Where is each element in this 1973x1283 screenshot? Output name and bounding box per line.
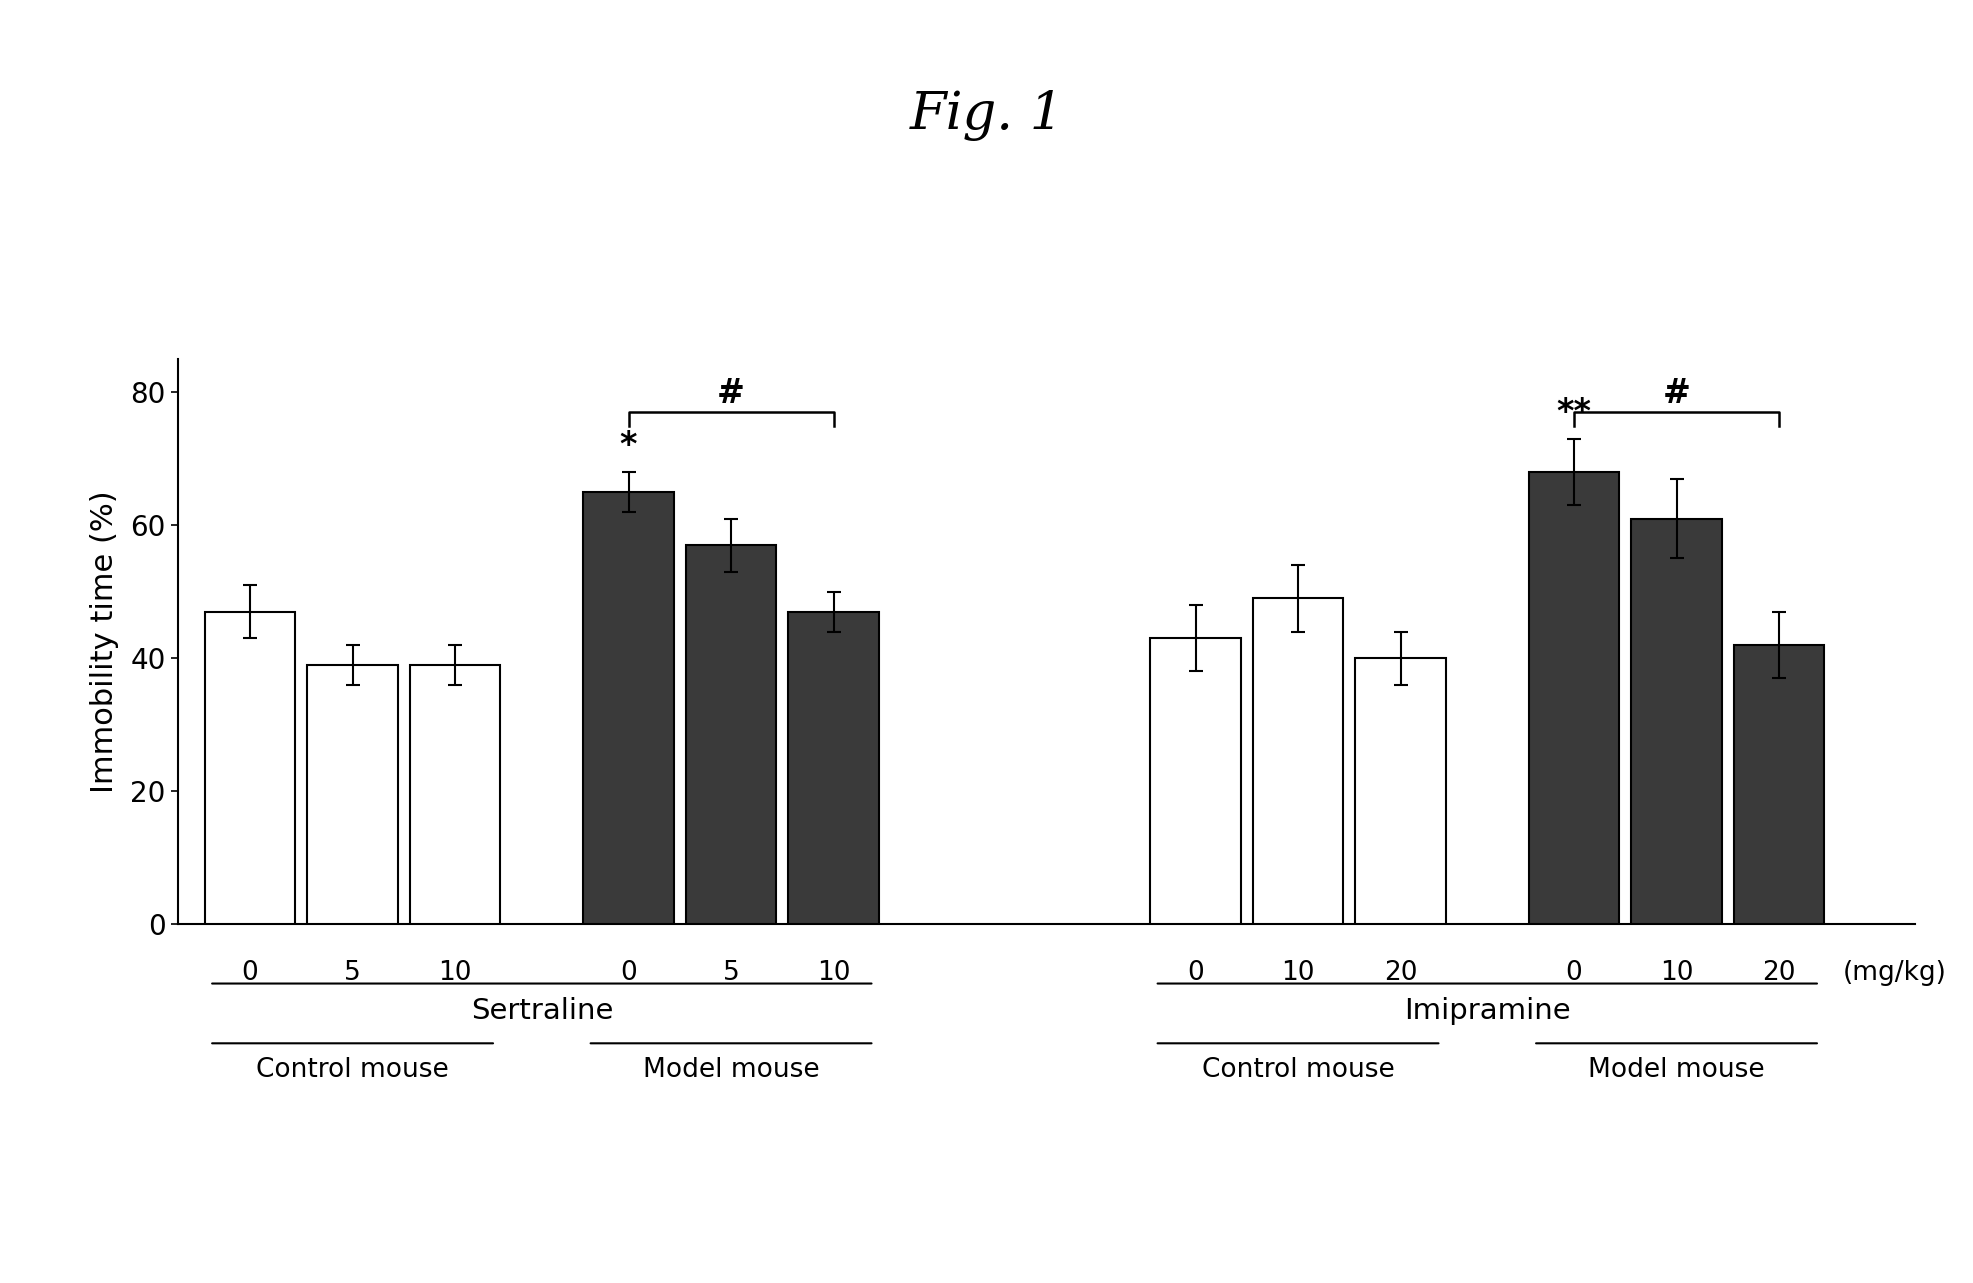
Bar <box>1253 598 1342 924</box>
Text: 0: 0 <box>620 960 637 987</box>
Text: Sertraline: Sertraline <box>470 997 614 1025</box>
Text: Control mouse: Control mouse <box>1202 1057 1393 1083</box>
Bar <box>1527 472 1618 924</box>
Bar <box>787 612 878 924</box>
Text: *: * <box>620 430 637 462</box>
Bar <box>205 612 296 924</box>
Bar <box>308 665 399 924</box>
Text: Control mouse: Control mouse <box>256 1057 448 1083</box>
Text: (mg/kg): (mg/kg) <box>1841 960 1945 987</box>
Text: 10: 10 <box>1659 960 1693 987</box>
Text: 10: 10 <box>438 960 472 987</box>
Bar <box>410 665 499 924</box>
Bar <box>685 545 775 924</box>
Text: 10: 10 <box>817 960 850 987</box>
Text: #: # <box>716 377 744 411</box>
Bar <box>1355 658 1444 924</box>
Text: 20: 20 <box>1762 960 1795 987</box>
Bar <box>582 493 673 924</box>
Text: 0: 0 <box>1565 960 1582 987</box>
Text: Imipramine: Imipramine <box>1403 997 1571 1025</box>
Y-axis label: Immobility time (%): Immobility time (%) <box>91 490 118 793</box>
Text: #: # <box>1661 377 1689 411</box>
Bar <box>1732 645 1823 924</box>
Text: Model mouse: Model mouse <box>1588 1057 1764 1083</box>
Bar <box>1150 638 1241 924</box>
Bar <box>1630 518 1720 924</box>
Text: 0: 0 <box>241 960 258 987</box>
Text: 5: 5 <box>722 960 740 987</box>
Text: 0: 0 <box>1186 960 1204 987</box>
Text: Model mouse: Model mouse <box>643 1057 819 1083</box>
Text: 10: 10 <box>1280 960 1314 987</box>
Text: 5: 5 <box>343 960 361 987</box>
Text: 20: 20 <box>1383 960 1417 987</box>
Text: Fig. 1: Fig. 1 <box>910 90 1063 141</box>
Text: **: ** <box>1555 396 1590 429</box>
